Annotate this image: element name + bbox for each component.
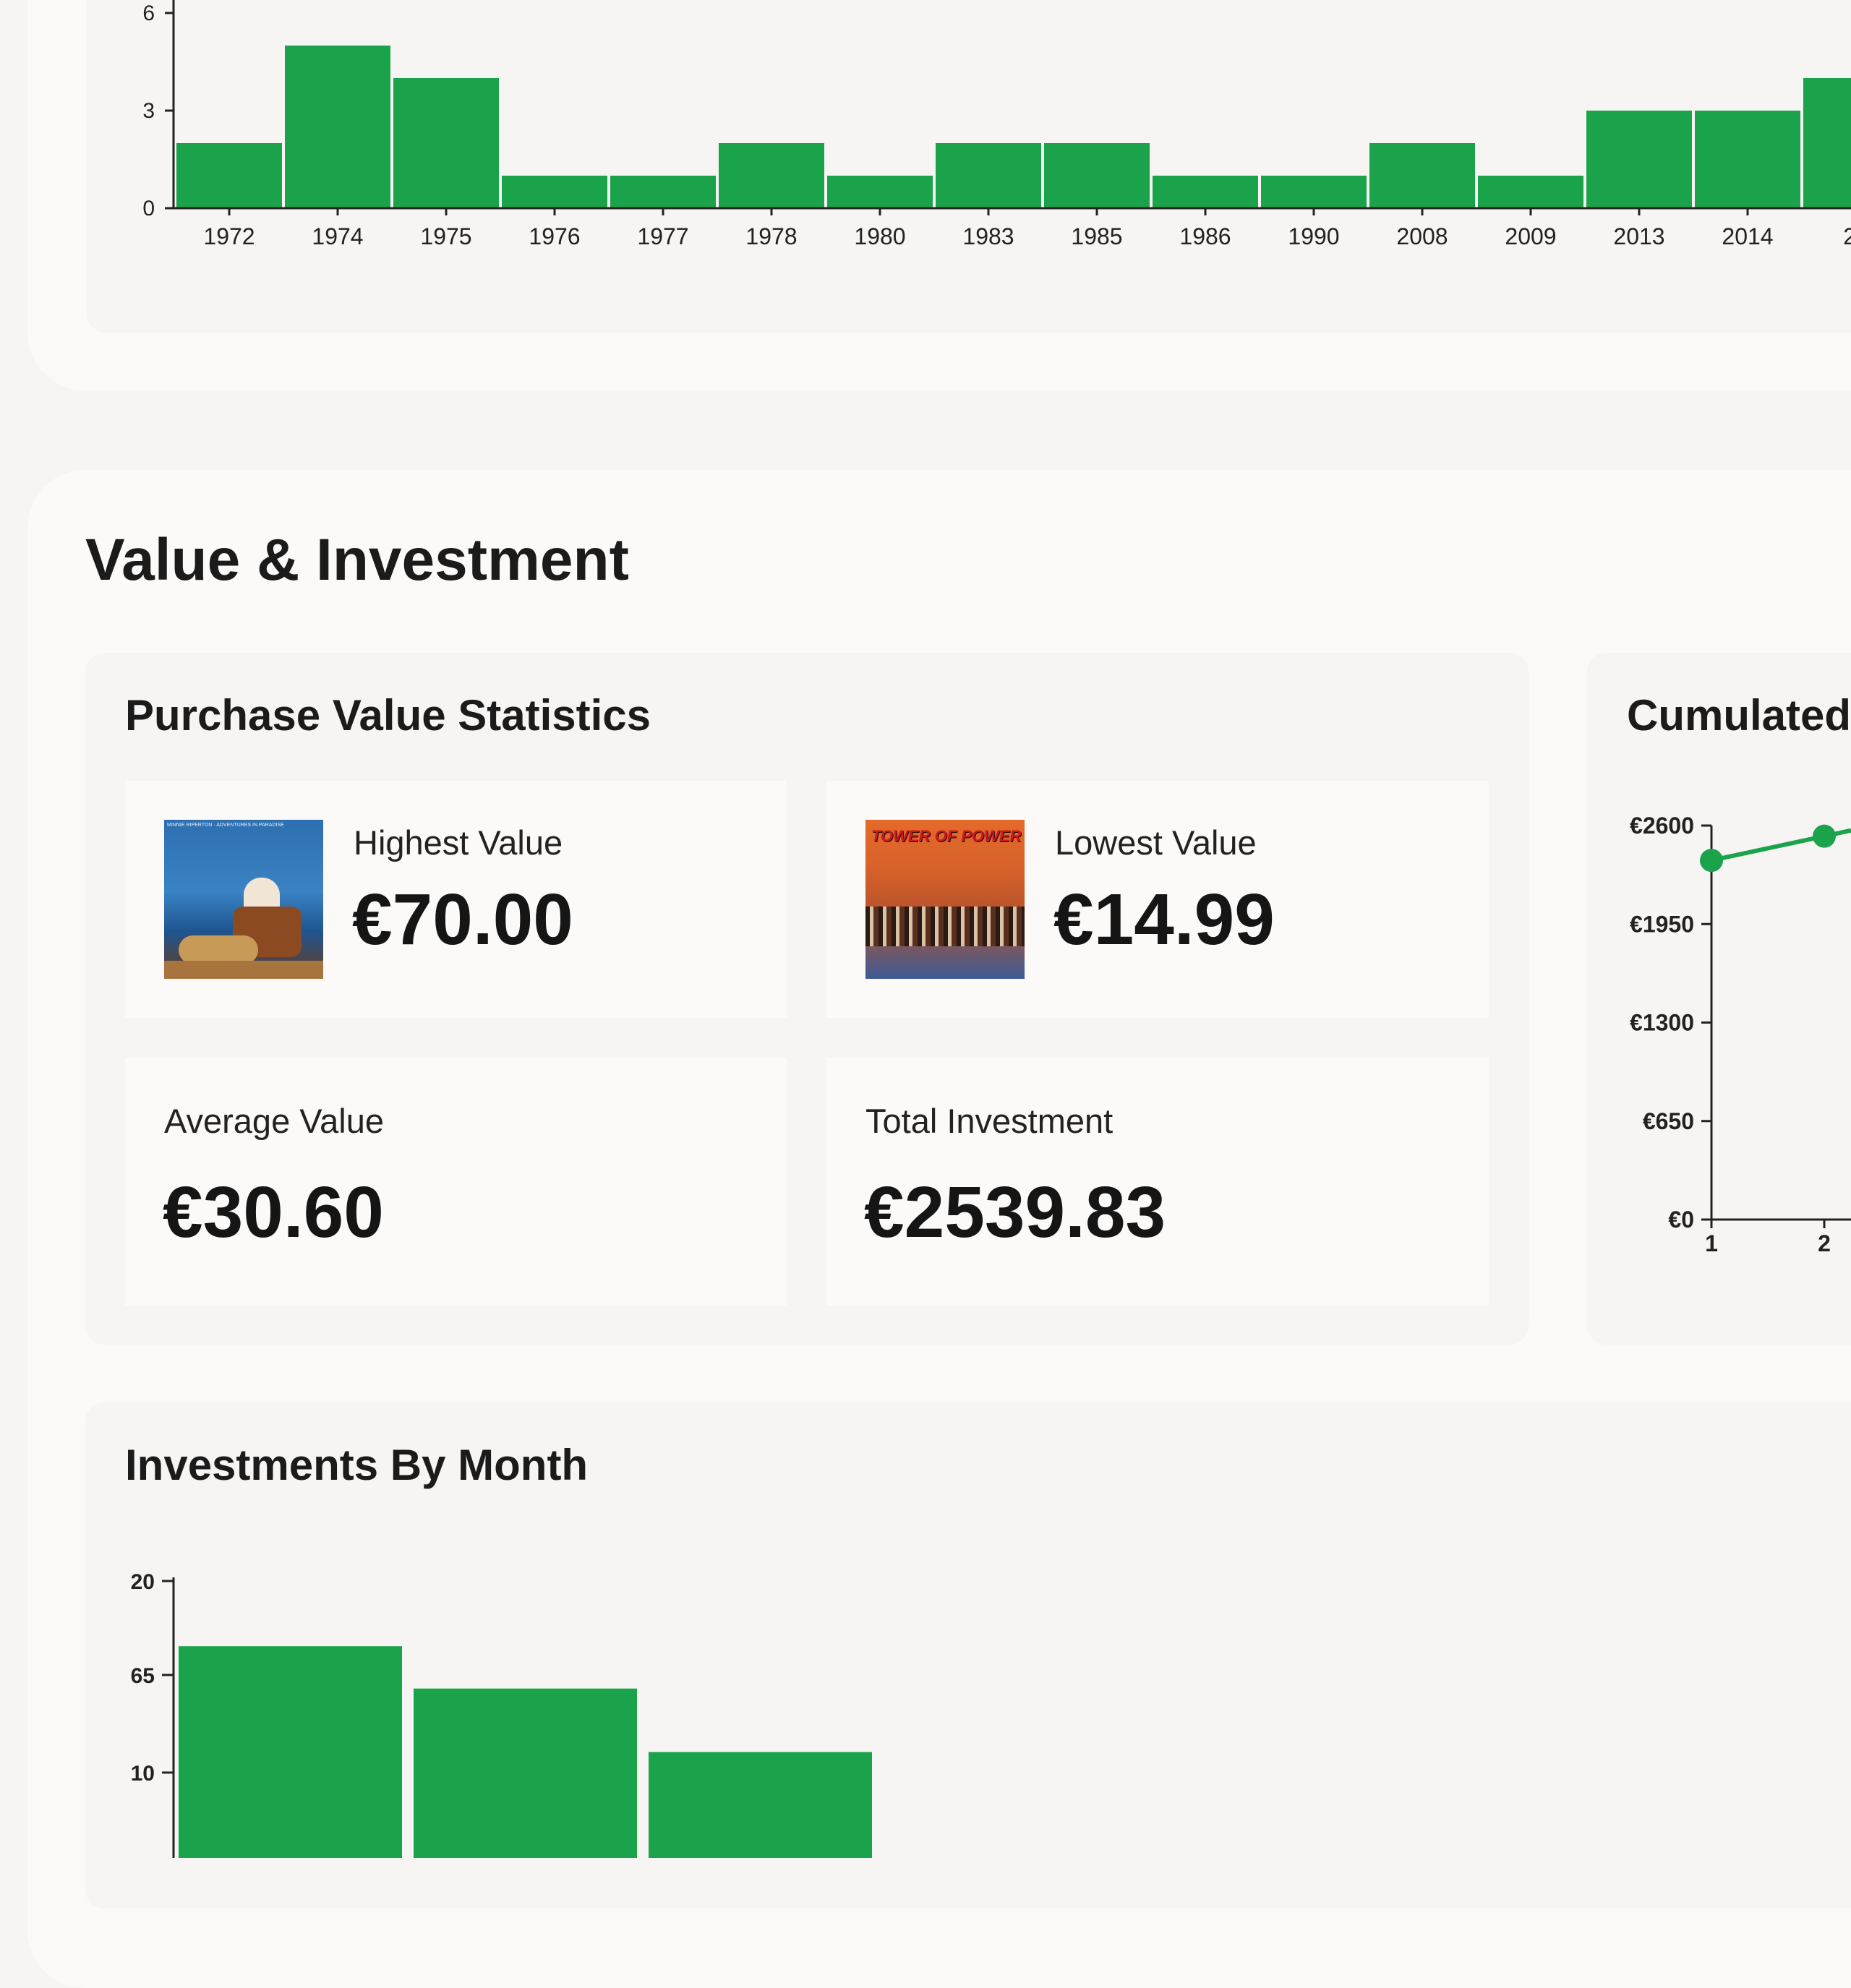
by-month-bar xyxy=(179,1646,402,1858)
release-year-x-label: 2014 xyxy=(1722,223,1773,249)
by-month-y-label: 10 xyxy=(131,1762,155,1786)
release-year-bar xyxy=(1803,78,1851,208)
section-title: Value & Investment xyxy=(85,527,629,593)
by-month-y-label: 65 xyxy=(131,1664,155,1688)
cumulated-title: Cumulated xyxy=(1627,691,1851,740)
cover-crowd xyxy=(865,907,1025,946)
total-investment-tile: Total Investment €2539.83 xyxy=(826,1058,1489,1306)
cumulated-y-label: €0 xyxy=(1668,1207,1694,1233)
by-month-chart: 20 65 10 xyxy=(131,1570,872,1858)
release-year-x-label: 1985 xyxy=(1071,223,1122,249)
average-value-tile: Average Value €30.60 xyxy=(125,1058,787,1306)
by-month-bar xyxy=(649,1752,872,1858)
release-year-x-label: 1983 xyxy=(962,223,1014,249)
highest-value-cover[interactable]: MINNIE RIPERTON · ADVENTURES IN PARADISE xyxy=(164,820,323,979)
release-year-bar xyxy=(719,143,824,208)
release-year-bar xyxy=(827,176,933,208)
average-value-label: Average Value xyxy=(164,1102,384,1140)
release-year-bar xyxy=(1369,143,1475,208)
cover-rug xyxy=(164,961,323,979)
release-year-x-label: 2009 xyxy=(1505,223,1556,249)
release-year-y-label: 3 xyxy=(142,99,155,123)
release-year-bar xyxy=(610,176,716,208)
release-year-x-label: 1986 xyxy=(1179,223,1231,249)
cumulated-y-label: €2600 xyxy=(1630,813,1694,839)
purchase-stats-title: Purchase Value Statistics xyxy=(125,691,651,740)
lowest-cover-text: TOWER OF POWER xyxy=(871,827,1022,845)
release-year-bar xyxy=(1586,111,1692,208)
release-year-bar xyxy=(936,143,1041,208)
cumulated-y-label: €650 xyxy=(1643,1108,1694,1134)
release-year-x-label: 1972 xyxy=(203,223,255,249)
release-year-x-label: 1980 xyxy=(854,223,905,249)
release-year-x-label: 1978 xyxy=(745,223,797,249)
cumulated-point xyxy=(1700,849,1723,873)
release-year-bar xyxy=(176,143,282,208)
average-value-amount: €30.60 xyxy=(163,1172,384,1253)
release-year-y-label: 6 xyxy=(142,1,155,25)
cumulated-y-label: €1950 xyxy=(1630,911,1694,937)
release-year-x-label: 1974 xyxy=(312,223,363,249)
release-year-bar xyxy=(1695,111,1800,208)
release-year-x-label: 2008 xyxy=(1396,223,1448,249)
release-year-bar xyxy=(1478,176,1583,208)
highest-cover-text: MINNIE RIPERTON · ADVENTURES IN PARADISE xyxy=(167,823,284,828)
release-year-bar xyxy=(285,46,390,208)
by-month-title: Investments By Month xyxy=(125,1441,589,1489)
release-year-x-label: 2013 xyxy=(1613,223,1664,249)
release-year-x-label: 1990 xyxy=(1288,223,1339,249)
cumulated-point xyxy=(1813,824,1836,848)
lowest-value-tile: TOWER OF POWER Lowest Value €14.99 xyxy=(826,781,1489,1018)
lowest-value-label: Lowest Value xyxy=(1055,823,1257,862)
by-month-bar xyxy=(414,1688,637,1858)
total-investment-label: Total Investment xyxy=(865,1102,1113,1140)
highest-value-label: Highest Value xyxy=(354,823,563,862)
release-year-x-label: 1975 xyxy=(420,223,471,249)
release-year-bar xyxy=(1261,176,1367,208)
by-month-y-label: 20 xyxy=(131,1570,155,1594)
release-year-x-label: 20 xyxy=(1843,223,1851,249)
lowest-value-cover[interactable]: TOWER OF POWER xyxy=(865,820,1025,979)
release-year-x-label: 1976 xyxy=(529,223,580,249)
cumulated-x-label: 2 xyxy=(1818,1230,1831,1256)
cumulated-card xyxy=(1587,653,1851,1345)
release-year-y-label: 0 xyxy=(142,197,155,220)
highest-value-tile: MINNIE RIPERTON · ADVENTURES IN PARADISE… xyxy=(125,781,787,1018)
release-year-bar xyxy=(1044,143,1150,208)
highest-value-amount: €70.00 xyxy=(352,879,573,960)
release-year-bar xyxy=(502,176,607,208)
lowest-value-amount: €14.99 xyxy=(1053,879,1275,960)
cumulated-chart: €0 €650 €1300 €1950 €2600 1 2 xyxy=(1630,813,1851,1256)
cumulated-x-label: 1 xyxy=(1705,1230,1718,1256)
release-year-bar xyxy=(1153,176,1258,208)
cumulated-y-label: €1300 xyxy=(1630,1010,1694,1036)
total-investment-amount: €2539.83 xyxy=(864,1172,1166,1253)
release-year-bar xyxy=(393,78,499,208)
cover-lion xyxy=(179,935,258,964)
release-year-chart: 0 3 6 1972 1974 1975 1976 1977 1978 1980 1983 1985… xyxy=(142,0,1851,249)
release-year-x-label: 1977 xyxy=(637,223,688,249)
